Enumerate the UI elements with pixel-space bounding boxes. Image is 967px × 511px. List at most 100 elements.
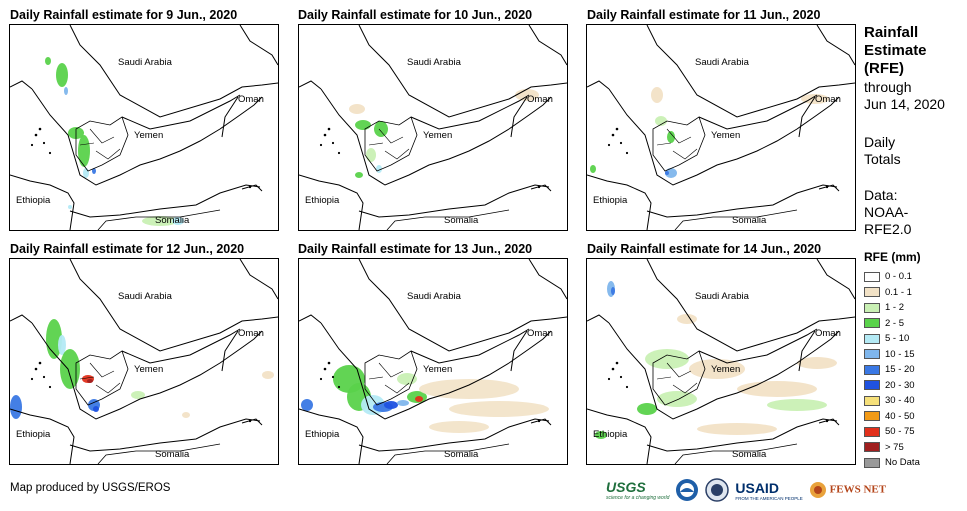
somalia-label: Somalia xyxy=(732,215,767,226)
panel-title-2: Daily Rainfall estimate for 10 Jun., 202… xyxy=(298,8,533,22)
legend-swatch xyxy=(864,426,880,437)
legend-label: 15 - 20 xyxy=(885,364,915,376)
saudi-arabia-label: Saudi Arabia xyxy=(695,291,750,302)
yemen-label: Yemen xyxy=(711,364,740,375)
totals-line-2: Totals xyxy=(864,151,901,167)
map-credit: Map produced by USGS/EROS xyxy=(10,482,171,494)
data-line-2: NOAA- xyxy=(864,204,909,220)
fews-wordmark: FEWS NET xyxy=(829,483,887,496)
usaid-tagline: FROM THE AMERICAN PEOPLE xyxy=(735,495,803,501)
oman-label: Oman xyxy=(527,94,553,105)
legend-label: > 75 xyxy=(885,441,904,453)
noaa-logo-icon xyxy=(675,478,699,502)
legend-label: 5 - 10 xyxy=(885,333,910,345)
legend-item: 40 - 50 xyxy=(864,409,920,425)
through-date: through Jun 14, 2020 xyxy=(864,79,945,113)
panel-title-5: Daily Rainfall estimate for 13 Jun., 202… xyxy=(298,242,533,256)
somalia-label: Somalia xyxy=(444,215,479,226)
rfe-legend: 0 - 0.1 0.1 - 1 1 - 2 2 - 5 5 - 10 10 - 15 15 … xyxy=(864,269,920,471)
legend-item: 15 - 20 xyxy=(864,362,920,378)
legend-swatch xyxy=(864,271,880,282)
data-line-1: Data: xyxy=(864,187,898,203)
legend-item: 5 - 10 xyxy=(864,331,920,347)
legend-swatch xyxy=(864,333,880,344)
ethiopia-label: Ethiopia xyxy=(593,429,628,440)
heading-line-3: (RFE) xyxy=(864,60,904,77)
oman-label: Oman xyxy=(527,328,553,339)
legend-label: 0.1 - 1 xyxy=(885,286,912,298)
legend-label: 0 - 0.1 xyxy=(885,271,912,283)
rainfall-map-11jun: Saudi Arabia Oman Yemen Ethiopia Somalia xyxy=(586,24,856,231)
through-label: through xyxy=(864,79,912,95)
legend-swatch xyxy=(864,302,880,313)
map-canvas: Saudi Arabia Oman Yemen Ethiopia Somalia xyxy=(299,25,567,230)
yemen-label: Yemen xyxy=(423,364,452,375)
legend-label: 30 - 40 xyxy=(885,395,915,407)
panel-title-6: Daily Rainfall estimate for 14 Jun., 202… xyxy=(587,242,822,256)
saudi-arabia-label: Saudi Arabia xyxy=(695,57,750,68)
usgs-tagline: science for a changing world xyxy=(606,495,670,501)
data-line-3: RFE2.0 xyxy=(864,221,912,237)
oman-label: Oman xyxy=(815,328,841,339)
legend-label: 2 - 5 xyxy=(885,317,905,329)
legend-swatch xyxy=(864,318,880,329)
ethiopia-label: Ethiopia xyxy=(593,195,628,206)
legend-label: 20 - 30 xyxy=(885,379,915,391)
legend-item: 2 - 5 xyxy=(864,316,920,332)
legend-label: 10 - 15 xyxy=(885,348,915,360)
map-canvas: Saudi Arabia Oman Yemen Ethiopia Somalia xyxy=(587,259,855,464)
legend-label: No Data xyxy=(885,457,920,469)
ethiopia-label: Ethiopia xyxy=(16,195,51,206)
legend-swatch xyxy=(864,457,880,468)
legend-heading: Rainfall Estimate (RFE) xyxy=(864,24,927,78)
somalia-label: Somalia xyxy=(155,449,190,460)
yemen-label: Yemen xyxy=(134,130,163,141)
ethiopia-label: Ethiopia xyxy=(16,429,51,440)
somalia-label: Somalia xyxy=(155,215,190,226)
usaid-wordmark: USAID xyxy=(735,479,779,496)
fews-net-logo: FEWS NET xyxy=(809,481,886,499)
oman-label: Oman xyxy=(815,94,841,105)
legend-item: 0 - 0.1 xyxy=(864,269,920,285)
legend-swatch xyxy=(864,364,880,375)
saudi-arabia-label: Saudi Arabia xyxy=(407,291,462,302)
date-label: Jun 14, 2020 xyxy=(864,96,945,112)
yemen-label: Yemen xyxy=(423,130,452,141)
legend-swatch xyxy=(864,349,880,360)
map-canvas: Saudi Arabia Oman Yemen Ethiopia Somalia xyxy=(587,25,855,230)
saudi-arabia-label: Saudi Arabia xyxy=(407,57,462,68)
oman-label: Oman xyxy=(238,328,264,339)
legend-item: 1 - 2 xyxy=(864,300,920,316)
totals-label: Daily Totals xyxy=(864,134,901,168)
legend-item: 10 - 15 xyxy=(864,347,920,363)
saudi-arabia-label: Saudi Arabia xyxy=(118,291,173,302)
somalia-label: Somalia xyxy=(732,449,767,460)
saudi-arabia-label: Saudi Arabia xyxy=(118,57,173,68)
legend-item: No Data xyxy=(864,455,920,471)
ethiopia-label: Ethiopia xyxy=(305,195,340,206)
rainfall-map-12jun: Saudi Arabia Oman Yemen Ethiopia Somalia xyxy=(9,258,279,465)
rainfall-map-13jun: Saudi Arabia Oman Yemen Ethiopia Somalia xyxy=(298,258,568,465)
legend-item: 50 - 75 xyxy=(864,424,920,440)
usaid-logo: USAID FROM THE AMERICAN PEOPLE xyxy=(735,480,802,501)
usgs-wordmark: USGS xyxy=(606,479,646,495)
legend-label: 1 - 2 xyxy=(885,302,905,314)
somalia-label: Somalia xyxy=(444,449,479,460)
legend-label: 50 - 75 xyxy=(885,426,915,438)
map-canvas: Saudi Arabia Oman Yemen Ethiopia Somalia xyxy=(10,25,278,230)
partner-logos: USGS science for a changing world USAID … xyxy=(606,478,886,502)
dos-seal-icon xyxy=(705,478,730,502)
legend-swatch xyxy=(864,380,880,391)
rainfall-map-14jun: Saudi Arabia Oman Yemen Ethiopia Somalia xyxy=(586,258,856,465)
rainfall-map-9jun: Saudi Arabia Oman Yemen Ethiopia Somalia xyxy=(9,24,279,231)
totals-line-1: Daily xyxy=(864,134,896,150)
legend-item: 30 - 40 xyxy=(864,393,920,409)
panel-title-3: Daily Rainfall estimate for 11 Jun., 202… xyxy=(587,8,821,22)
legend-swatch xyxy=(864,287,880,298)
yemen-label: Yemen xyxy=(711,130,740,141)
ethiopia-label: Ethiopia xyxy=(305,429,340,440)
legend-item: 20 - 30 xyxy=(864,378,920,394)
legend-swatch xyxy=(864,442,880,453)
panel-title-4: Daily Rainfall estimate for 12 Jun., 202… xyxy=(10,242,245,256)
rainfall-map-10jun: Saudi Arabia Oman Yemen Ethiopia Somalia xyxy=(298,24,568,231)
